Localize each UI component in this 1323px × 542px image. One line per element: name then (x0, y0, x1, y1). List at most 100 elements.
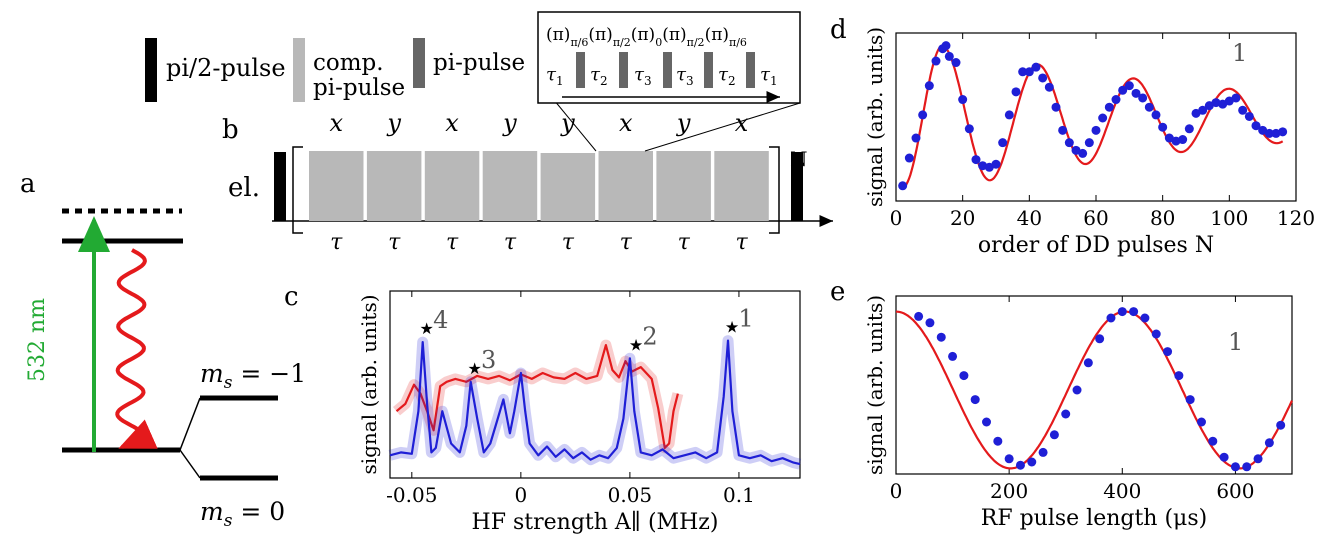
zoom-line-left (553, 99, 597, 152)
right-bracket (769, 146, 780, 234)
laser-wavelength-label: 532 nm (25, 298, 50, 382)
data-point (971, 155, 981, 165)
data-point (925, 318, 935, 328)
data-point (1184, 124, 1194, 134)
tau-label: τ (562, 230, 575, 255)
data-point (959, 371, 969, 381)
panel-d-dd-order: d 0 20 40 60 80 100 120 order of DD pulses N sig… (830, 15, 1315, 258)
data-point (1095, 334, 1105, 344)
panel-b-pulse-sequence: b el. N x τ y τ x τ y τ y τ x τ y τ x τ (π)π/6(π)π/2(π)… (222, 11, 833, 255)
peak-star: ★ (420, 319, 434, 338)
data-point (1242, 462, 1252, 472)
comp-pi-pulse-block (366, 151, 422, 221)
data-point (1117, 307, 1127, 317)
panel-label-b: b (222, 115, 239, 145)
data-point (1230, 462, 1240, 472)
data-point (918, 110, 928, 120)
comp-pi-pulse-block (309, 151, 364, 221)
data-point (1231, 93, 1241, 103)
panel-e-rabi: e 0 200 400 600 RF pulse length (μs) signal (… (830, 277, 1293, 531)
left-bracket (292, 146, 303, 234)
data-point (1198, 105, 1208, 115)
x-tick-label: 200 (990, 479, 1028, 503)
panel-label-d: d (830, 15, 847, 45)
peak-star: ★ (629, 335, 643, 354)
data-point (951, 58, 961, 68)
data-point (1276, 420, 1286, 430)
repeat-count-label: N (790, 147, 808, 171)
data-point (924, 81, 934, 91)
data-point (898, 181, 908, 191)
comp-pulse-label-1: comp. (313, 50, 384, 76)
tau-label: τ (735, 230, 748, 255)
split-line-up (179, 397, 201, 451)
data-point (1158, 122, 1168, 132)
data-point (904, 153, 914, 163)
data-point (1058, 125, 1068, 135)
pi-pulse-label: pi-pulse (433, 50, 525, 76)
pulse-phase-label: y (560, 109, 575, 137)
panel-label-c: c (284, 282, 299, 312)
fluorescence-wave (115, 248, 158, 449)
pulse-phase-label: y (502, 109, 517, 137)
y-axis-label: signal (arb. units) (863, 27, 887, 207)
half-pulse-label: pi/2-pulse (166, 54, 286, 82)
comp-pi-pulse-block (424, 151, 480, 221)
data-point (1051, 102, 1061, 112)
comp-pi-pulse-block (598, 151, 653, 221)
data-point (1004, 454, 1014, 464)
data-point (1219, 452, 1229, 462)
data-point (1151, 329, 1161, 339)
x-axis-label: HF strength A∥ (MHz) (472, 510, 719, 535)
data-point (1144, 102, 1154, 112)
data-point (1106, 313, 1116, 323)
data-point (1140, 313, 1150, 323)
comp-pulse-swatch (293, 38, 305, 102)
pulse-phase-label: x (329, 109, 343, 137)
data-point (1208, 436, 1218, 446)
last-half-pulse (791, 152, 803, 221)
data-point (958, 95, 968, 105)
fit-curve (895, 310, 1293, 470)
peak-label: 4 (433, 306, 448, 334)
data-point (931, 56, 941, 66)
composite-pulse-inset: (π)π/6(π)π/2(π)0(π)π/2(π)π/6 τ1 τ2 τ3 τ3 τ2 τ… (537, 11, 801, 104)
annotation-label: 1 (1232, 39, 1247, 67)
zoom-line-right (644, 102, 801, 152)
panel-label-a: a (20, 169, 36, 199)
inset-pi-pulse (619, 52, 628, 88)
peak-label: 2 (642, 322, 657, 350)
comp-pi-pulse-block (656, 151, 711, 221)
data-point (1264, 438, 1274, 448)
data-point (970, 395, 980, 405)
data-point (1018, 67, 1028, 77)
data-point (1004, 110, 1014, 120)
data-point (1138, 93, 1148, 103)
data-point (1011, 87, 1021, 97)
plot-frame (895, 295, 1293, 475)
comp-pi-pulse-block (540, 153, 596, 221)
comp-pi-pulse-block (714, 151, 769, 221)
data-point (1178, 135, 1188, 145)
y-axis-label: signal (arb. units) (863, 295, 887, 475)
inset-pi-pulse (663, 52, 672, 88)
x-tick-label: 60 (1083, 206, 1108, 230)
data-point (1061, 409, 1071, 419)
data-point (1111, 95, 1121, 105)
data-point (1124, 81, 1134, 91)
data-point (993, 436, 1003, 446)
pulse-legend: pi/2-pulse comp. pi-pulse pi-pulse (145, 38, 525, 102)
first-half-pulse (274, 152, 286, 221)
data-point (1078, 148, 1088, 158)
data-point (1278, 127, 1288, 137)
pulse-phase-label: x (735, 109, 749, 137)
blue-series-line (389, 339, 801, 466)
data-point (998, 138, 1008, 148)
data-point (1031, 62, 1041, 72)
data-point (1129, 307, 1139, 317)
panel-c-hf-spectrum: c -0.05 0 0.05 0.1HF strength A∥ (MHz) signa… (284, 282, 802, 535)
pulse-phase-label: y (386, 109, 401, 137)
pulse-phase-label: x (619, 109, 633, 137)
tau-label: τ (388, 230, 401, 255)
